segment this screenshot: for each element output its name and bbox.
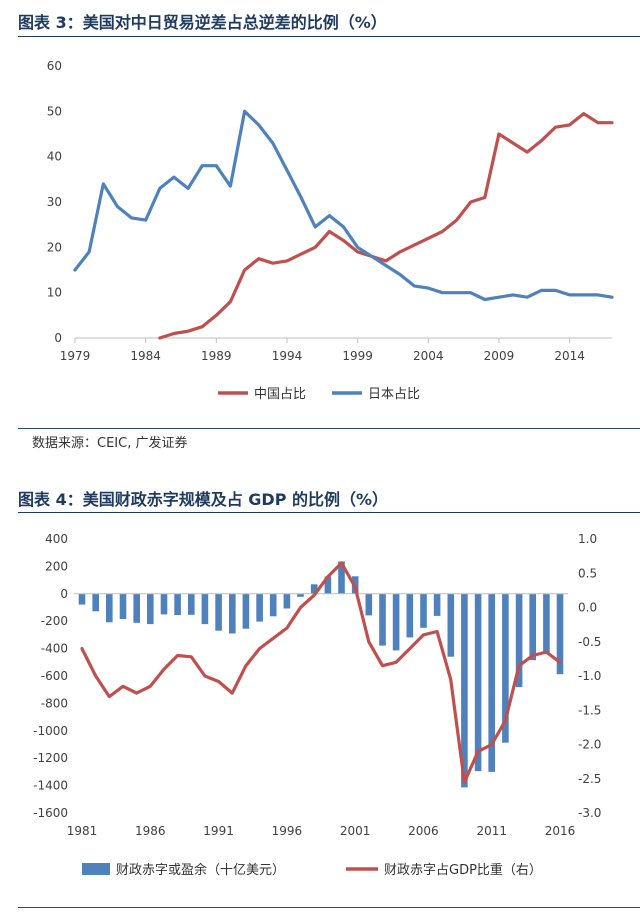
y-left-tick-label: -200: [41, 614, 68, 628]
y-right-tick-label: -1.0: [578, 669, 601, 683]
legend-label: 日本占比: [368, 387, 420, 402]
y-left-tick-label: -1400: [33, 779, 68, 793]
bar-2007: [433, 593, 441, 616]
bar-2012: [502, 593, 509, 743]
bar-1994: [256, 593, 263, 622]
bar-1981: [78, 593, 86, 605]
bar-1996: [283, 593, 291, 609]
y-right-tick-label: -2.5: [578, 772, 601, 786]
bar-1986: [147, 593, 154, 625]
figure-3-bottom-rule: [18, 428, 640, 429]
y-tick-label: 20: [47, 240, 62, 254]
bar-1984: [119, 593, 127, 620]
x-tick-label: 2001: [340, 824, 371, 838]
y-tick-label: 50: [47, 104, 62, 118]
x-tick-label: 1994: [272, 349, 303, 363]
bar-1990: [201, 593, 209, 625]
y-right-tick-label: -0.5: [578, 635, 601, 649]
y-right-tick-label: -3.0: [578, 806, 601, 820]
legend-swatch: [82, 863, 110, 875]
y-left-tick-label: -1600: [33, 806, 68, 820]
bar-1985: [133, 593, 140, 623]
figure-3-source: 数据来源：CEIC, 广发证券: [32, 436, 188, 451]
y-left-tick-label: 400: [45, 532, 68, 546]
bar-2006: [420, 593, 427, 628]
y-tick-label: 60: [47, 59, 62, 73]
bar-2016: [556, 593, 564, 675]
figure-4-title: 图表 4：美国财政赤字规模及占 GDP 的比例（%）: [18, 490, 389, 509]
bar-2002: [365, 593, 373, 616]
legend-label: 财政赤字或盈余（十亿美元）: [116, 862, 285, 878]
y-left-tick-label: -1200: [33, 751, 68, 765]
y-right-tick-label: 0.5: [578, 566, 597, 580]
x-tick-label: 2009: [484, 349, 515, 363]
x-tick-label: 1981: [67, 824, 98, 838]
chart-figure-4: 400 200 0 -200 -400 -600 -800 -1000 -1200 -1400 -1…: [33, 532, 601, 878]
bar-1997: [297, 593, 304, 597]
figure-3-title-rule: [18, 36, 640, 37]
x-tick-label: 1984: [130, 349, 161, 363]
series-line-japan: [73, 109, 614, 302]
bar-1992: [229, 593, 236, 634]
y-right-tick-label: -1.5: [578, 703, 601, 717]
bar-1993: [242, 593, 250, 629]
x-tick-label: 1996: [272, 824, 303, 838]
x-tick-label: 1999: [342, 349, 373, 363]
y-left-tick-label: -400: [41, 642, 68, 656]
y-tick-label: 10: [47, 286, 62, 300]
bar-1983: [106, 593, 113, 623]
bar-2000: [338, 561, 345, 594]
figure-3-title: 图表 3：美国对中日贸易逆差占总逆差的比例（%）: [18, 13, 387, 32]
bar-1988: [174, 593, 181, 615]
bar-1987: [160, 593, 168, 615]
series-line-china: [158, 112, 614, 340]
bar-1982: [92, 593, 99, 612]
x-tick-label: 1989: [201, 349, 232, 363]
y-left-tick-label: -600: [41, 669, 68, 683]
y-tick-label: 40: [47, 150, 62, 164]
bar-2015: [543, 593, 550, 654]
bar-2014: [529, 593, 536, 661]
x-tick-label: 1986: [135, 824, 166, 838]
bar-2010: [474, 593, 482, 772]
bar-2003: [379, 593, 386, 646]
legend-label: 财政赤字占GDP比重（右）: [384, 862, 542, 878]
x-tick-label: 2004: [413, 349, 444, 363]
bar-1989: [188, 593, 195, 615]
x-tick-label: 2011: [476, 824, 507, 838]
y-right-tick-label: -2.0: [578, 738, 601, 752]
x-tick-label: 1979: [60, 349, 91, 363]
bar-2011: [488, 593, 495, 772]
y-right-tick-label: 0.0: [578, 601, 597, 615]
x-tick-label: 1991: [203, 824, 234, 838]
x-tick-label: 2006: [408, 824, 439, 838]
chart-figure-3: 0 10 20 30 40 50 60 1979 1984 1989 1994 1999 2004 200…: [47, 59, 614, 402]
x-tick-label: 2014: [554, 349, 585, 363]
bar-2004: [392, 593, 400, 651]
figure-4-bottom-rule: [18, 907, 640, 908]
bar-1998: [310, 584, 318, 594]
y-left-tick-label: 0: [60, 587, 68, 601]
bar-2009: [461, 593, 468, 788]
y-tick-label: 0: [54, 331, 62, 345]
bar-1995: [269, 593, 277, 617]
y-left-tick-label: -800: [41, 696, 68, 710]
y-tick-label: 30: [47, 195, 62, 209]
bar-2013: [515, 593, 523, 687]
figure-4-title-rule: [18, 512, 640, 513]
bar-2005: [406, 593, 414, 638]
bar-1991: [215, 593, 222, 631]
y-right-tick-label: 1.0: [578, 532, 597, 546]
legend-label: 中国占比: [254, 387, 306, 402]
x-tick-label: 2016: [545, 824, 576, 838]
bar-1999: [324, 576, 332, 594]
y-left-tick-label: -1000: [33, 724, 68, 738]
bar-2008: [447, 593, 455, 657]
series-line-deficit-gdp: [80, 561, 562, 784]
y-left-tick-label: 200: [45, 559, 68, 573]
